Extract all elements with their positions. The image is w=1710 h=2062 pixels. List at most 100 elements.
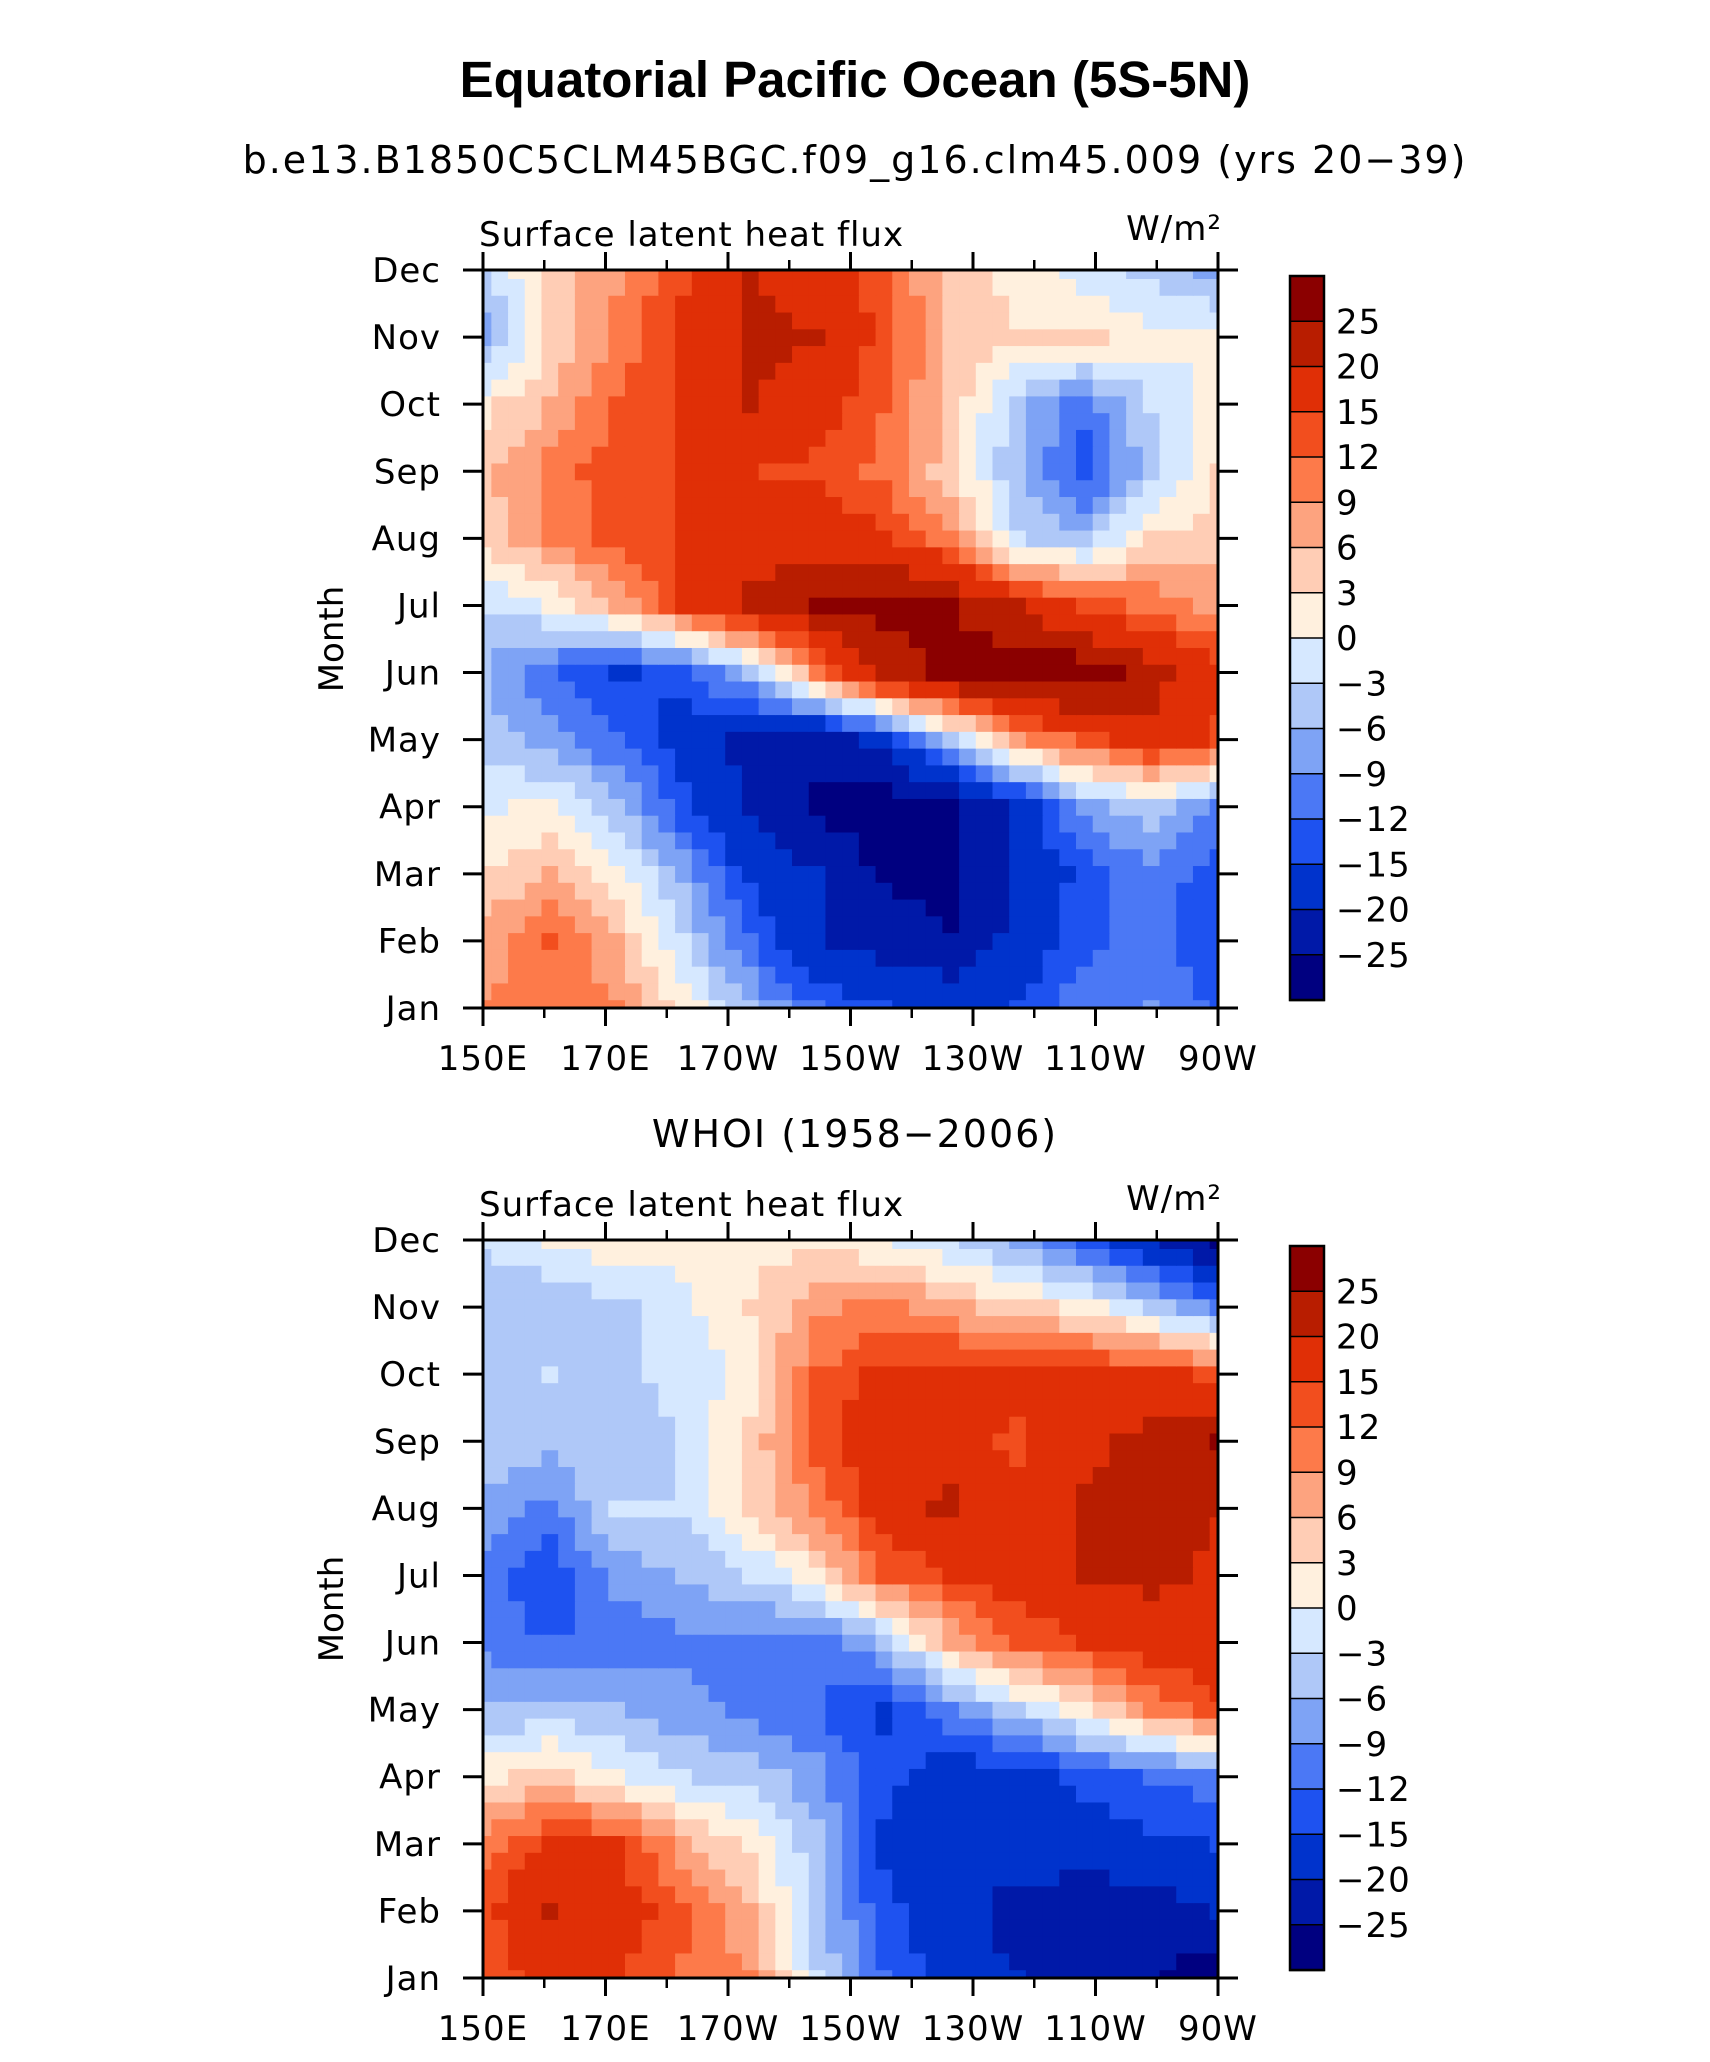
- heatmap-cell: [1009, 1382, 1027, 1400]
- heatmap-cell: [524, 1718, 543, 1736]
- heatmap-cell: [491, 1265, 509, 1283]
- heatmap-cell: [483, 479, 492, 498]
- heatmap-cell: [1059, 1432, 1077, 1451]
- heatmap-cell: [975, 1734, 994, 1753]
- heatmap-cell: [825, 1466, 843, 1484]
- heatmap-cell: [541, 882, 559, 900]
- heatmap-cell: [1159, 479, 1177, 498]
- heatmap-cell: [691, 613, 710, 632]
- heatmap-cell: [608, 831, 626, 850]
- heatmap-cell: [808, 1315, 827, 1333]
- heatmap-cell: [708, 529, 726, 548]
- heatmap-cell: [975, 295, 994, 313]
- heatmap-cell: [1192, 496, 1211, 514]
- heatmap-cell: [908, 1701, 927, 1719]
- heatmap-cell: [541, 462, 559, 481]
- heatmap-cell: [608, 1751, 626, 1769]
- heatmap-cell: [524, 479, 543, 498]
- heatmap-cell: [558, 1634, 576, 1652]
- heatmap-cell: [558, 865, 576, 883]
- heatmap-cell: [842, 1969, 860, 1979]
- heatmap-cell: [1159, 1801, 1177, 1820]
- heatmap-cell: [708, 412, 726, 430]
- heatmap-cell: [574, 529, 593, 548]
- heatmap-cell: [1009, 1650, 1027, 1669]
- heatmap-cell: [741, 1835, 760, 1853]
- heatmap-cell: [1209, 1785, 1219, 1803]
- heatmap-cell: [675, 915, 693, 934]
- heatmap-cell: [558, 613, 576, 632]
- heatmap-cell: [775, 1768, 793, 1786]
- heatmap-cell: [908, 697, 927, 716]
- heatmap-cell: [775, 1919, 793, 1937]
- heatmap-cell: [558, 1281, 576, 1300]
- heatmap-cell: [524, 1818, 543, 1837]
- heatmap-cell: [574, 1835, 593, 1853]
- heatmap-cell: [708, 563, 726, 581]
- heatmap-cell: [675, 1550, 693, 1568]
- heatmap-cell: [808, 781, 827, 799]
- heatmap-cell: [608, 1382, 626, 1400]
- heatmap-cell: [992, 748, 1010, 766]
- heatmap-cell: [992, 798, 1010, 816]
- heatmap-cell: [608, 915, 626, 934]
- heatmap-cell: [842, 446, 860, 464]
- heatmap-cell: [758, 496, 776, 514]
- heatmap-cell: [792, 1466, 810, 1484]
- heatmap-cell: [842, 1634, 860, 1652]
- heatmap-cell: [1142, 1667, 1161, 1686]
- heatmap-cell: [524, 848, 543, 867]
- heatmap-cell: [641, 1499, 659, 1518]
- heatmap-cell: [1059, 1499, 1077, 1518]
- heatmap-cell: [1209, 1265, 1219, 1283]
- heatmap-cell: [1009, 1349, 1027, 1367]
- heatmap-cell: [1176, 1919, 1194, 1937]
- heatmap-cell: [1059, 1516, 1077, 1535]
- heatmap-cell: [892, 1600, 910, 1618]
- heatmap-cell: [942, 664, 960, 682]
- heatmap-cell: [1025, 932, 1044, 950]
- colorbar-box: [1289, 908, 1325, 956]
- heatmap-cell: [1176, 1315, 1194, 1333]
- heatmap-cell: [624, 412, 643, 430]
- heatmap-cell: [524, 328, 543, 347]
- heatmap-cell: [608, 395, 626, 414]
- heatmap-cell: [858, 1281, 877, 1300]
- heatmap-cell: [1009, 1583, 1027, 1602]
- heatmap-cell: [925, 815, 943, 833]
- heatmap-cell: [524, 1550, 543, 1568]
- heatmap-cell: [541, 580, 559, 598]
- heatmap-cell: [1076, 1634, 1094, 1652]
- heatmap-cell: [908, 278, 927, 296]
- heatmap-cell: [1092, 1281, 1111, 1300]
- heatmap-cell: [708, 345, 726, 363]
- heatmap-cell: [1142, 1315, 1161, 1333]
- heatmap-cell: [1025, 1667, 1044, 1686]
- heatmap-cell: [1025, 1499, 1044, 1518]
- heatmap-cell: [959, 1835, 977, 1853]
- heatmap-cell: [558, 630, 576, 648]
- heatmap-cell: [842, 1298, 860, 1317]
- heatmap-cell: [1092, 412, 1111, 430]
- heatmap-cell: [725, 1818, 743, 1837]
- heatmap-cell: [483, 1885, 492, 1904]
- heatmap-cell: [741, 1567, 760, 1585]
- heatmap-cell: [524, 345, 543, 363]
- heatmap-cell: [892, 680, 910, 699]
- heatmap-cell: [842, 1499, 860, 1518]
- heatmap-cell: [1059, 479, 1077, 498]
- heatmap-cell: [524, 781, 543, 799]
- heatmap-cell: [691, 1852, 710, 1870]
- heatmap-cell: [1092, 1483, 1111, 1501]
- heatmap-cell: [1076, 949, 1094, 967]
- heatmap-cell: [1092, 613, 1111, 632]
- heatmap-cell: [1176, 831, 1194, 850]
- heatmap-cell: [775, 1315, 793, 1333]
- colorbar-label: −9: [1336, 755, 1388, 795]
- heatmap-cell: [541, 270, 559, 279]
- heatmap-cell: [1042, 1701, 1060, 1719]
- heatmap-cell: [1025, 1919, 1044, 1937]
- heatmap-cell: [1176, 513, 1194, 531]
- heatmap-cell: [725, 1634, 743, 1652]
- heatmap-cell: [574, 412, 593, 430]
